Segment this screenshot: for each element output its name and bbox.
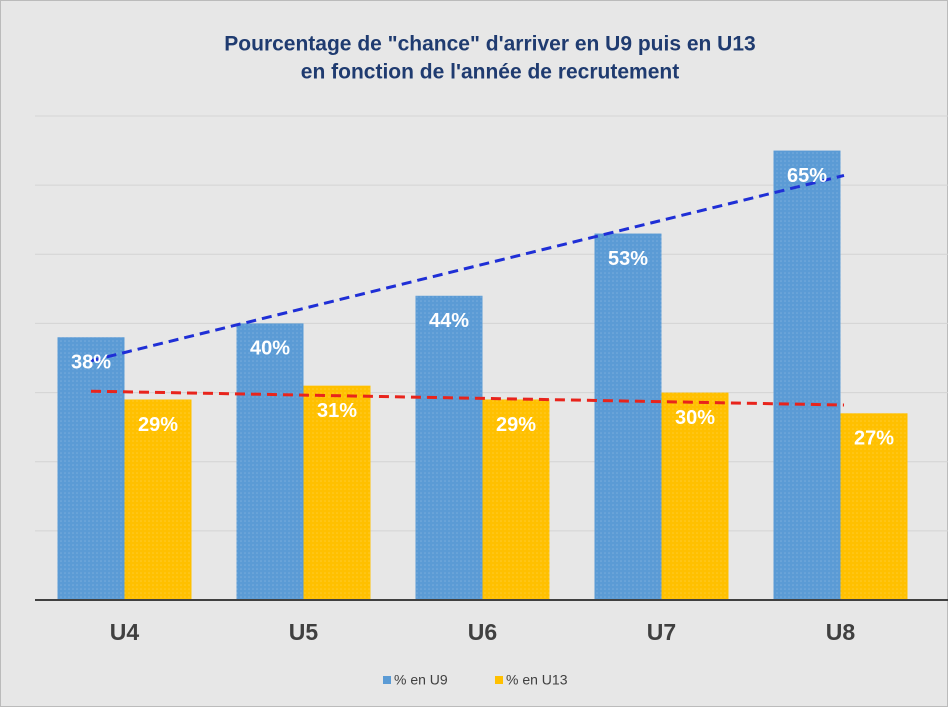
bar-texture: [415, 295, 483, 600]
bar-texture: [594, 233, 662, 601]
x-tick-label: U4: [110, 619, 140, 645]
value-label: 27%: [854, 428, 894, 450]
value-label: 65%: [787, 165, 827, 187]
trendline: [90, 174, 845, 363]
x-tick-label: U8: [826, 619, 856, 645]
bar-texture: [482, 399, 550, 600]
bar-texture: [661, 392, 729, 600]
legend-swatch: [495, 676, 503, 684]
chart-title: Pourcentage de "chance" d'arriver en U9 …: [224, 33, 755, 56]
bar-texture: [57, 337, 125, 600]
value-label: 29%: [496, 414, 536, 436]
value-label: 30%: [675, 407, 715, 429]
x-tick-label: U5: [289, 619, 319, 645]
legend-label: % en U9: [394, 672, 448, 688]
bar-texture: [840, 413, 908, 600]
value-label: 38%: [71, 352, 111, 374]
bar-texture: [773, 150, 841, 601]
legend-label: % en U13: [506, 672, 568, 688]
value-label: 53%: [608, 248, 648, 270]
bar-texture: [303, 385, 371, 600]
value-label: 44%: [429, 310, 469, 332]
bar-texture: [236, 323, 304, 600]
x-tick-label: U7: [647, 619, 676, 645]
x-tick-label: U6: [468, 619, 497, 645]
value-label: 29%: [138, 414, 178, 436]
chart-title: en fonction de l'année de recrutement: [301, 61, 679, 84]
trendline: [90, 389, 845, 407]
legend-swatch: [383, 676, 391, 684]
bar-texture: [124, 399, 192, 600]
value-label: 31%: [317, 400, 357, 422]
value-label: 40%: [250, 338, 290, 360]
